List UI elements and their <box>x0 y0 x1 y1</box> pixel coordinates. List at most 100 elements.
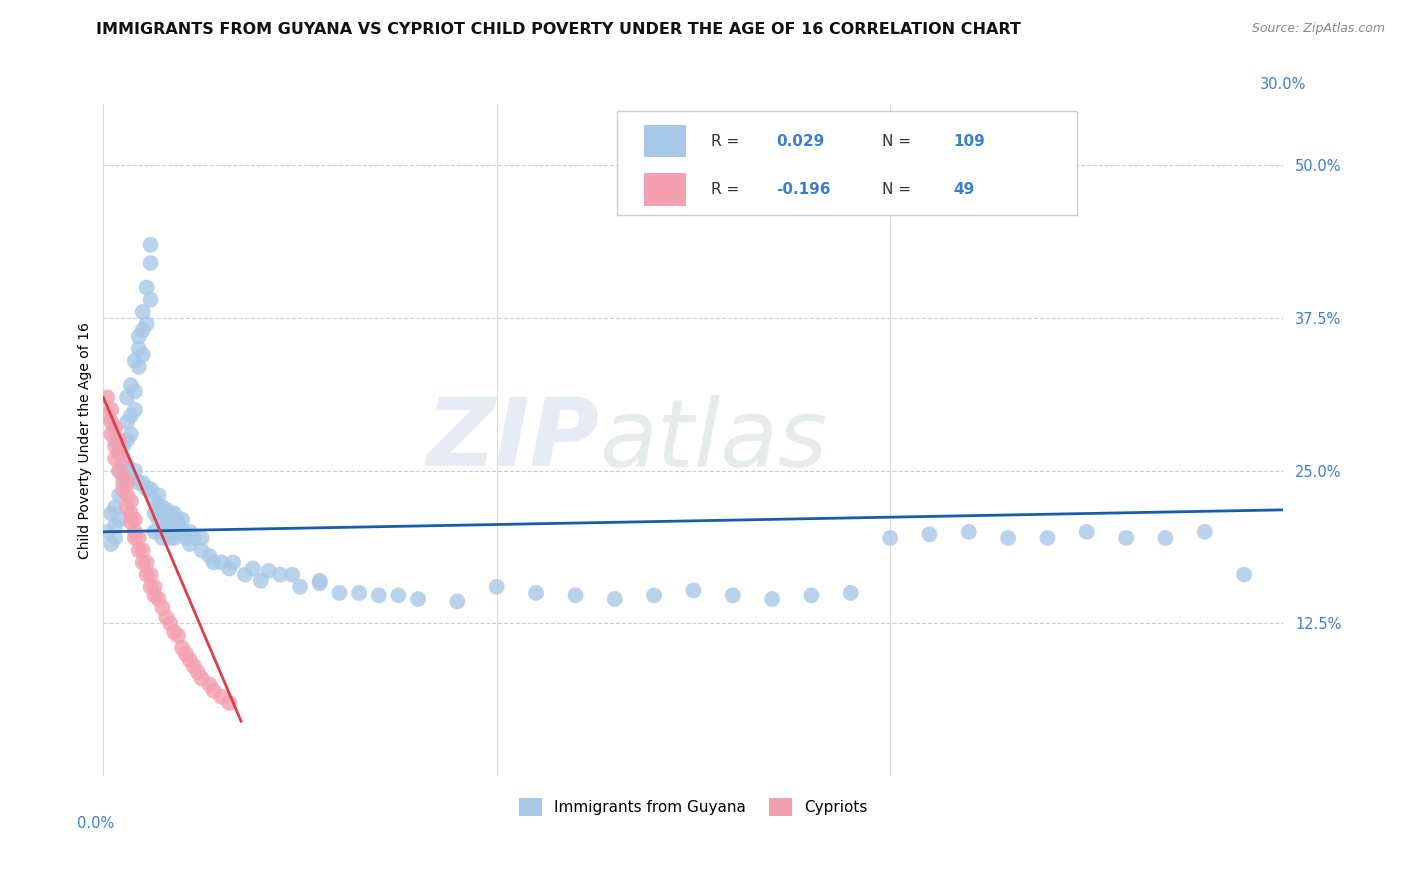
Point <box>148 592 170 607</box>
Point <box>132 543 155 558</box>
Point <box>139 293 162 307</box>
Point <box>115 415 138 429</box>
Point <box>124 513 146 527</box>
Point <box>124 531 146 545</box>
Point <box>108 488 131 502</box>
Point <box>115 500 138 515</box>
Point <box>143 524 166 539</box>
Point <box>120 427 142 442</box>
Point <box>135 280 157 294</box>
Point <box>155 503 177 517</box>
Point <box>100 402 122 417</box>
Point <box>202 555 225 569</box>
Point <box>148 513 170 527</box>
Point <box>879 531 901 545</box>
Point <box>120 507 142 521</box>
Point <box>406 592 429 607</box>
Point <box>139 237 162 252</box>
Y-axis label: Child Poverty Under the Age of 16: Child Poverty Under the Age of 16 <box>79 322 93 558</box>
Point <box>957 524 980 539</box>
Point <box>1036 531 1059 545</box>
Point <box>128 359 150 374</box>
Point <box>190 543 212 558</box>
Point <box>918 527 941 541</box>
Point <box>159 531 181 545</box>
Point <box>170 513 193 527</box>
Point <box>112 458 135 472</box>
Point <box>328 586 350 600</box>
Point <box>120 470 142 484</box>
Point <box>124 524 146 539</box>
Point <box>112 475 135 490</box>
Point <box>115 391 138 405</box>
Point <box>112 439 135 453</box>
Point <box>174 647 197 661</box>
Point <box>218 696 240 710</box>
Text: 0.029: 0.029 <box>776 134 824 149</box>
Bar <box>644 125 686 157</box>
Point <box>139 580 162 594</box>
Point <box>233 567 256 582</box>
Point <box>839 586 862 600</box>
Point <box>163 531 186 545</box>
Point <box>120 494 142 508</box>
Point <box>308 576 330 591</box>
Point <box>128 342 150 356</box>
Point <box>564 588 586 602</box>
Point <box>183 531 205 545</box>
Bar <box>644 173 686 206</box>
Point <box>183 659 205 673</box>
Point <box>150 500 173 515</box>
Point <box>643 588 665 602</box>
Point <box>143 494 166 508</box>
Point <box>96 391 118 405</box>
Point <box>242 561 264 575</box>
Point <box>209 690 232 704</box>
Point <box>104 421 127 435</box>
Text: 49: 49 <box>953 182 974 197</box>
Point <box>135 317 157 331</box>
Point <box>112 458 135 472</box>
Point <box>135 567 157 582</box>
Point <box>167 518 190 533</box>
Point <box>104 451 127 466</box>
Text: ZIP: ZIP <box>426 394 599 486</box>
Point <box>100 507 122 521</box>
Point <box>132 323 155 337</box>
Point <box>387 588 409 602</box>
Point <box>187 665 209 680</box>
Point <box>159 507 181 521</box>
Point <box>446 594 468 608</box>
FancyBboxPatch shape <box>617 111 1077 215</box>
Point <box>104 531 127 545</box>
Text: N =: N = <box>882 134 917 149</box>
Point <box>100 537 122 551</box>
Point <box>997 531 1019 545</box>
Point <box>179 653 201 667</box>
Point <box>148 488 170 502</box>
Point <box>132 348 155 362</box>
Point <box>1194 524 1216 539</box>
Point <box>163 507 186 521</box>
Point <box>143 507 166 521</box>
Point <box>139 567 162 582</box>
Point <box>143 580 166 594</box>
Point <box>308 574 330 588</box>
Point <box>108 464 131 478</box>
Point <box>132 305 155 319</box>
Point <box>148 500 170 515</box>
Point <box>139 256 162 270</box>
Point <box>124 353 146 368</box>
Point <box>190 531 212 545</box>
Point <box>132 555 155 569</box>
Point <box>167 629 190 643</box>
Point <box>281 567 304 582</box>
Point <box>155 610 177 624</box>
Point <box>108 513 131 527</box>
Point <box>150 600 173 615</box>
Point <box>1233 567 1256 582</box>
Point <box>124 464 146 478</box>
Point <box>163 518 186 533</box>
Point <box>128 329 150 343</box>
Point <box>179 524 201 539</box>
